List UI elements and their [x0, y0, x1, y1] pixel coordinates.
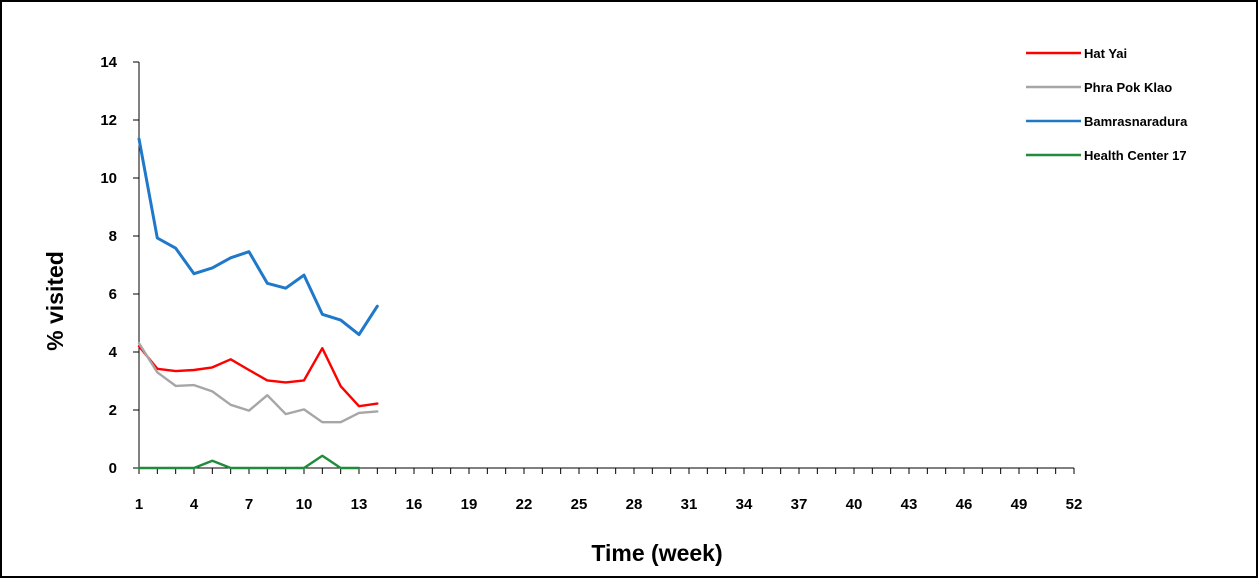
x-tick-label: 1 — [135, 496, 143, 513]
series-lines — [137, 137, 379, 470]
x-tick-label: 13 — [351, 496, 368, 513]
series-line-hat-yai — [137, 345, 379, 408]
y-tick-label: 14 — [100, 54, 117, 71]
y-tick-label: 2 — [109, 402, 117, 419]
y-tick-label: 4 — [109, 344, 118, 361]
x-tick-label: 43 — [901, 496, 918, 513]
y-tick-label: 0 — [109, 460, 117, 477]
y-tick-label: 6 — [109, 286, 117, 303]
x-tick-label: 4 — [190, 496, 199, 513]
x-tick-label: 28 — [626, 496, 643, 513]
x-tick-label: 49 — [1011, 496, 1028, 513]
x-tick-label: 52 — [1066, 496, 1083, 513]
x-tick-label: 34 — [736, 496, 753, 513]
legend: Hat Yai Phra Pok Klao Bamrasnaradura Health… — [1026, 46, 1188, 163]
legend-label: Hat Yai — [1084, 46, 1127, 61]
x-tick-label: 19 — [461, 496, 478, 513]
y-tick-label: 10 — [100, 170, 117, 187]
y-axis-title: % visited — [42, 251, 68, 351]
x-axis-title: Time (week) — [591, 540, 722, 566]
x-tick-label: 40 — [846, 496, 863, 513]
x-tick-label: 10 — [296, 496, 313, 513]
x-tick-label: 22 — [516, 496, 533, 513]
x-tick-label: 16 — [406, 496, 423, 513]
series-line-bamrasnaradura — [137, 137, 379, 337]
x-tick-label: 37 — [791, 496, 808, 513]
legend-label: Phra Pok Klao — [1084, 80, 1172, 95]
x-tick-label: 25 — [571, 496, 588, 513]
legend-label: Health Center 17 — [1084, 148, 1187, 163]
legend-label: Bamrasnaradura — [1084, 114, 1188, 129]
x-tick-label: 31 — [681, 496, 698, 513]
series-line-health-center-17 — [137, 454, 361, 470]
y-tick-label: 12 — [100, 112, 117, 129]
x-tick-label: 7 — [245, 496, 253, 513]
y-tick-label: 8 — [109, 228, 117, 245]
series-line-phra-pok-klao — [137, 342, 379, 424]
x-tick-label: 46 — [956, 496, 973, 513]
